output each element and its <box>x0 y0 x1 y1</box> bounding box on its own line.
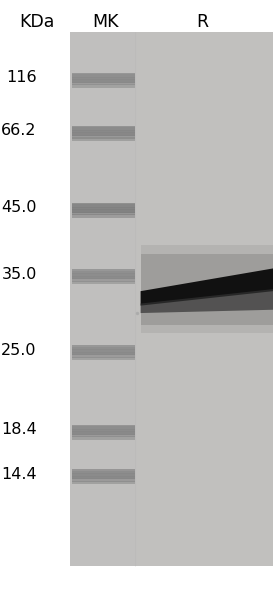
Bar <box>72 133 135 136</box>
Bar <box>72 278 135 282</box>
Bar <box>72 431 135 434</box>
Bar <box>72 471 135 474</box>
Text: 14.4: 14.4 <box>1 467 37 482</box>
Bar <box>72 209 135 212</box>
Bar <box>72 349 135 353</box>
Text: 66.2: 66.2 <box>1 123 37 139</box>
Bar <box>72 206 135 210</box>
Bar <box>141 245 273 333</box>
Bar <box>72 130 135 133</box>
Bar <box>72 357 135 360</box>
Bar <box>72 271 135 274</box>
Bar <box>70 32 273 566</box>
Bar <box>72 436 135 440</box>
Bar <box>72 352 135 355</box>
Text: MK: MK <box>92 14 118 31</box>
Bar <box>72 202 135 212</box>
Bar <box>72 346 135 355</box>
Text: KDa: KDa <box>19 14 55 31</box>
Bar <box>72 347 135 350</box>
Bar <box>72 204 135 208</box>
Bar <box>72 80 135 83</box>
Bar <box>72 135 135 139</box>
Text: 25.0: 25.0 <box>1 343 37 358</box>
Bar <box>72 276 135 279</box>
Polygon shape <box>141 289 273 313</box>
Bar <box>72 425 135 434</box>
Bar <box>141 254 273 324</box>
Bar <box>72 73 135 83</box>
Bar <box>136 32 273 566</box>
Bar <box>72 478 135 482</box>
Bar <box>72 426 135 430</box>
Bar <box>72 281 135 284</box>
Text: 18.4: 18.4 <box>1 422 37 437</box>
Bar <box>72 470 135 479</box>
Text: R: R <box>196 14 208 31</box>
Bar <box>72 214 135 218</box>
Bar <box>72 127 135 131</box>
Bar <box>72 481 135 484</box>
Bar <box>72 273 135 277</box>
Bar <box>72 476 135 479</box>
Bar <box>72 473 135 477</box>
Text: 116: 116 <box>6 70 37 86</box>
Bar <box>72 82 135 86</box>
Bar <box>72 212 135 215</box>
Bar <box>72 269 135 279</box>
Bar <box>72 355 135 358</box>
Bar <box>72 84 135 88</box>
Bar <box>72 434 135 437</box>
Bar <box>72 77 135 80</box>
Bar <box>72 74 135 78</box>
Polygon shape <box>141 268 273 306</box>
Bar <box>72 126 135 136</box>
Text: 35.0: 35.0 <box>1 267 37 282</box>
Bar <box>72 428 135 432</box>
Bar <box>72 137 135 141</box>
Text: 45.0: 45.0 <box>1 200 37 215</box>
